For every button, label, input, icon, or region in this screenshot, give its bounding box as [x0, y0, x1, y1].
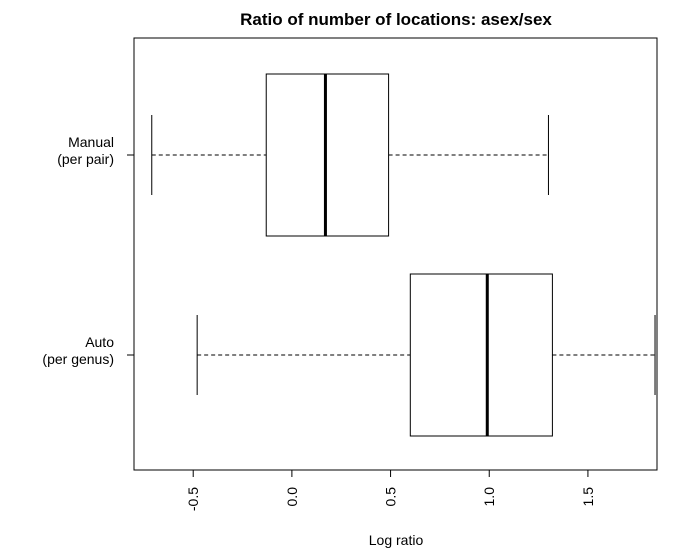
plot-area-frame	[133, 37, 658, 471]
box-iqr	[409, 273, 553, 437]
y-category-label: Auto (per genus)	[42, 334, 114, 367]
x-tick-label: 0.0	[284, 487, 300, 507]
chart-title: Ratio of number of locations: asex/sex	[240, 10, 552, 29]
y-category-label: Manual (per pair)	[57, 134, 114, 167]
y-category-label-line: (per genus)	[42, 351, 114, 367]
x-tick-label: 0.5	[383, 487, 399, 507]
y-category-label-line: (per pair)	[57, 151, 114, 167]
x-tick-label: -0.5	[185, 487, 201, 511]
x-axis-label: Log ratio	[369, 532, 424, 548]
y-category-label-line: Manual	[68, 134, 114, 150]
x-tick-label: 1.5	[580, 487, 596, 507]
y-category-label-line: Auto	[85, 334, 114, 350]
box-iqr	[265, 73, 390, 237]
x-tick-label: 1.0	[481, 487, 497, 507]
